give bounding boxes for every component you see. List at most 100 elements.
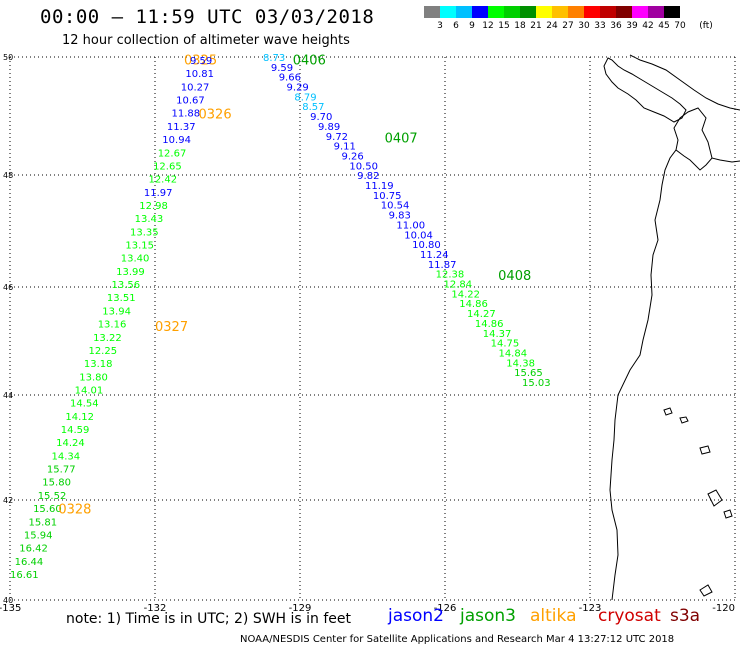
wave-height-value: 10.04: [404, 230, 433, 241]
wave-height-value: 11.19: [365, 181, 394, 192]
wave-height-value: 12.25: [88, 346, 117, 357]
coastline: [609, 149, 740, 601]
legend-swatch: [568, 6, 584, 18]
wave-height-value: 13.40: [121, 254, 150, 265]
note-text: note: 1) Time is in UTC; 2) SWH is in fe…: [66, 611, 352, 627]
wave-height-value: 14.75: [491, 339, 520, 350]
grid-lines: [9, 56, 736, 601]
wave-height-value: 14.27: [467, 309, 496, 320]
wave-height-value: 14.01: [75, 385, 104, 396]
wave-height-value: 14.34: [52, 451, 81, 462]
wave-height-value: 16.61: [10, 570, 39, 581]
legend-label: 30: [578, 21, 590, 31]
legend-label: 15: [498, 21, 510, 31]
wave-height-value: 14.24: [56, 438, 85, 449]
wave-height-value: 11.24: [420, 250, 449, 261]
wave-height-value: 10.67: [176, 96, 205, 107]
latitude-tick-label: 50: [3, 53, 13, 62]
wave-height-value: 13.99: [116, 267, 145, 278]
longitude-tick-label: -129: [289, 603, 312, 614]
legend-labels: 3 6 9 12 15 18 21 24 27 30 33 36 39 42 45 70 (ft): [424, 21, 713, 35]
legend-swatch: [552, 6, 568, 18]
wave-height-value: 11.37: [167, 122, 196, 133]
wave-height-value: 12.42: [148, 175, 177, 186]
wave-height-value: 13.35: [130, 227, 159, 238]
legend-swatch: [472, 6, 488, 18]
wave-height-value: 13.15: [125, 241, 154, 252]
wave-height-value: 12.67: [158, 148, 187, 159]
wave-height-value: 13.43: [135, 214, 164, 225]
wave-height-value: 11.88: [172, 109, 201, 120]
legend-swatch: [584, 6, 600, 18]
latitude-tick-label: 42: [3, 496, 13, 505]
wave-height-value: 11.97: [144, 188, 173, 199]
legend-label: 45: [658, 21, 670, 31]
wave-height-value: 16.44: [15, 557, 44, 568]
wave-height-value: 15.03: [522, 378, 551, 389]
latitude-tick-label: 44: [3, 391, 13, 400]
legend-swatch: [456, 6, 472, 18]
legend-swatches: [424, 6, 680, 18]
wave-height-value: 13.18: [84, 359, 113, 370]
legend-swatch: [536, 6, 552, 18]
legend-swatch: [616, 6, 632, 18]
legend-swatch: [632, 6, 648, 18]
wave-height-value: 9.70: [310, 112, 332, 123]
latitude-tick-label: 48: [3, 171, 13, 180]
wave-height-value: 11.00: [396, 220, 425, 231]
altimeter-passes: 03259.5910.8110.2710.6711.8811.3710.9412…: [10, 53, 551, 581]
color-legend: 3 6 9 12 15 18 21 24 27 30 33 36 39 42 45 70 (ft): [424, 6, 713, 35]
wave-height-value: 14.37: [483, 329, 512, 340]
latitude-tick-label: 46: [3, 283, 13, 292]
wave-height-value: 13.16: [98, 320, 127, 331]
longitude-labels: -135 -132 -129 -126 -123 -120: [0, 603, 735, 614]
satellite-legend-s3a: s3a: [670, 606, 701, 626]
wave-height-value: 10.94: [162, 135, 191, 146]
legend-label: 12: [482, 21, 494, 31]
footer-credit: NOAA/NESDIS Center for Satellite Applica…: [240, 634, 675, 645]
legend-label: 21: [530, 21, 542, 31]
wave-height-value: 9.83: [389, 211, 411, 222]
map-title: 00:00 – 11:59 UTC 03/03/2018: [40, 6, 375, 28]
wave-height-value: 8.73: [263, 53, 285, 64]
legend-label: 3: [437, 21, 443, 31]
legend-label: 39: [626, 21, 638, 31]
longitude-tick-label: -126: [434, 603, 457, 614]
wave-height-value: 14.54: [70, 399, 99, 410]
wave-height-value: 9.72: [326, 132, 348, 143]
map-subtitle: 12 hour collection of altimeter wave hei…: [62, 33, 350, 48]
legend-label: 70: [674, 21, 686, 31]
wave-height-value: 9.26: [341, 151, 363, 162]
pass-time-label: 0406: [293, 53, 326, 68]
wave-height-value: 15.52: [38, 491, 67, 502]
wave-height-value: 14.84: [498, 348, 527, 359]
wave-height-value: 10.54: [381, 201, 410, 212]
latitude-tick-label: 40: [3, 596, 13, 605]
legend-swatch: [520, 6, 536, 18]
wave-height-value: 15.81: [28, 517, 57, 528]
wave-height-value: 14.38: [506, 358, 535, 369]
legend-label: 6: [453, 21, 459, 31]
wave-height-value: 9.59: [190, 56, 212, 67]
wave-height-value: 10.27: [181, 82, 210, 93]
wave-height-value: 13.56: [112, 280, 141, 291]
latitude-labels: 50 48 46 44 42 40: [3, 53, 13, 605]
pass-time-label: 0408: [498, 269, 531, 284]
wave-height-value: 9.89: [318, 122, 340, 133]
wave-height-value: 15.65: [514, 368, 543, 379]
legend-label: 27: [562, 21, 574, 31]
longitude-tick-label: -132: [144, 603, 167, 614]
wave-height-value: 10.81: [185, 69, 214, 80]
wave-height-value: 9.11: [334, 142, 356, 153]
wave-height-value: 14.86: [459, 299, 488, 310]
legend-swatch: [600, 6, 616, 18]
legend-swatch: [504, 6, 520, 18]
wave-height-value: 9.59: [271, 63, 293, 74]
wave-height-value: 8.57: [302, 102, 324, 113]
wave-height-value: 14.12: [65, 412, 94, 423]
wave-height-value: 12.65: [153, 161, 182, 172]
mainland-coast-north: [629, 54, 740, 111]
wave-height-value: 15.80: [42, 478, 71, 489]
wave-height-value: 14.22: [451, 289, 480, 300]
wave-height-value: 13.22: [93, 333, 122, 344]
